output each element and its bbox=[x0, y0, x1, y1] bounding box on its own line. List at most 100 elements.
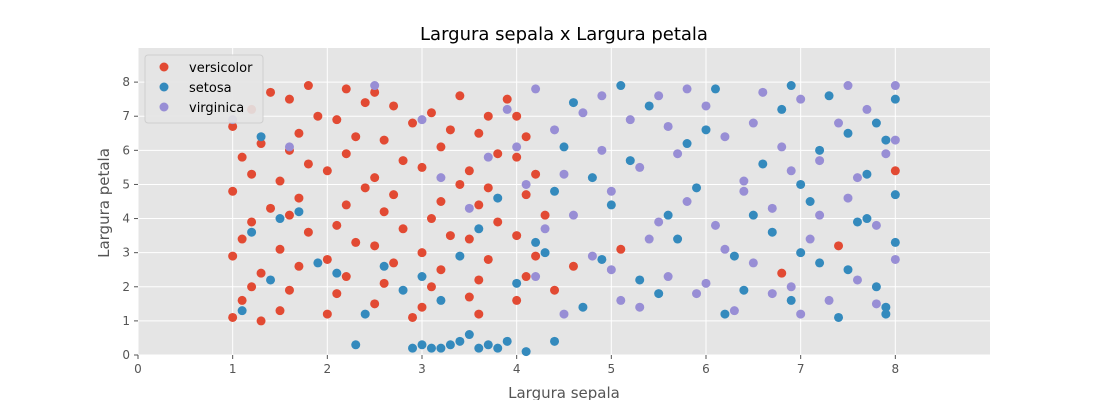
scatter-point-setosa bbox=[871, 282, 881, 292]
scatter-point-versicolor bbox=[341, 149, 351, 159]
scatter-point-setosa bbox=[578, 302, 588, 312]
scatter-point-versicolor bbox=[436, 265, 446, 275]
x-tick-label: 3 bbox=[418, 362, 426, 376]
scatter-point-versicolor bbox=[389, 101, 399, 111]
scatter-point-virginica bbox=[616, 295, 626, 305]
y-tick-label: 0 bbox=[122, 348, 130, 362]
scatter-point-setosa bbox=[635, 275, 645, 285]
scatter-point-setosa bbox=[597, 254, 607, 264]
scatter-point-versicolor bbox=[303, 227, 313, 237]
x-tick-label: 7 bbox=[797, 362, 805, 376]
scatter-point-versicolor bbox=[360, 183, 370, 193]
scatter-point-virginica bbox=[824, 295, 834, 305]
scatter-point-versicolor bbox=[426, 282, 436, 292]
scatter-point-versicolor bbox=[834, 241, 844, 251]
x-tick-label: 5 bbox=[608, 362, 616, 376]
scatter-point-setosa bbox=[502, 336, 512, 346]
data-points bbox=[228, 81, 900, 357]
scatter-point-versicolor bbox=[228, 251, 238, 261]
scatter-point-setosa bbox=[881, 309, 891, 319]
scatter-point-setosa bbox=[550, 186, 560, 196]
scatter-point-virginica bbox=[692, 289, 702, 299]
scatter-point-versicolor bbox=[483, 111, 493, 121]
scatter-point-virginica bbox=[786, 166, 796, 176]
x-tick-label: 6 bbox=[702, 362, 710, 376]
scatter-point-virginica bbox=[739, 186, 749, 196]
scatter-point-setosa bbox=[758, 159, 768, 169]
scatter-point-versicolor bbox=[332, 115, 342, 125]
scatter-point-versicolor bbox=[474, 128, 484, 138]
scatter-point-setosa bbox=[852, 217, 862, 227]
scatter-point-versicolor bbox=[256, 316, 266, 326]
scatter-point-setosa bbox=[815, 145, 825, 155]
scatter-point-virginica bbox=[748, 258, 758, 268]
scatter-point-virginica bbox=[578, 108, 588, 118]
scatter-point-versicolor bbox=[247, 217, 257, 227]
scatter-point-versicolor bbox=[398, 224, 408, 234]
scatter-point-setosa bbox=[587, 173, 597, 183]
scatter-point-versicolor bbox=[540, 210, 550, 220]
scatter-point-setosa bbox=[796, 179, 806, 189]
scatter-point-setosa bbox=[464, 330, 474, 340]
scatter-point-virginica bbox=[635, 302, 645, 312]
scatter-point-versicolor bbox=[228, 312, 238, 322]
scatter-point-virginica bbox=[284, 142, 294, 152]
scatter-point-setosa bbox=[805, 197, 815, 206]
scatter-point-versicolor bbox=[351, 132, 361, 142]
scatter-point-versicolor bbox=[483, 254, 493, 264]
scatter-point-versicolor bbox=[464, 234, 474, 244]
scatter-point-versicolor bbox=[294, 193, 304, 203]
scatter-point-virginica bbox=[635, 162, 645, 172]
scatter-point-virginica bbox=[682, 197, 692, 206]
scatter-point-versicolor bbox=[445, 231, 455, 241]
scatter-point-setosa bbox=[531, 237, 541, 247]
scatter-point-setosa bbox=[351, 340, 361, 350]
scatter-point-virginica bbox=[606, 186, 616, 196]
scatter-point-virginica bbox=[531, 84, 541, 94]
scatter-point-virginica bbox=[483, 152, 493, 162]
scatter-point-versicolor bbox=[493, 217, 503, 227]
scatter-point-versicolor bbox=[426, 214, 436, 224]
scatter-point-virginica bbox=[654, 217, 664, 227]
scatter-point-setosa bbox=[493, 193, 503, 203]
scatter-point-versicolor bbox=[379, 207, 389, 217]
scatter-point-setosa bbox=[890, 190, 900, 200]
scatter-point-virginica bbox=[871, 299, 881, 309]
scatter-point-setosa bbox=[824, 91, 834, 101]
scatter-point-setosa bbox=[815, 258, 825, 268]
scatter-point-setosa bbox=[834, 312, 844, 322]
scatter-point-virginica bbox=[597, 91, 607, 101]
scatter-point-versicolor bbox=[247, 169, 257, 179]
scatter-point-setosa bbox=[436, 343, 446, 353]
x-tick-label: 8 bbox=[892, 362, 900, 376]
scatter-point-versicolor bbox=[284, 94, 294, 104]
scatter-point-versicolor bbox=[322, 254, 332, 264]
scatter-point-setosa bbox=[710, 84, 720, 94]
scatter-point-setosa bbox=[767, 227, 777, 237]
scatter-point-versicolor bbox=[417, 162, 427, 172]
scatter-point-versicolor bbox=[237, 295, 247, 305]
scatter-point-versicolor bbox=[284, 210, 294, 220]
scatter-point-setosa bbox=[881, 135, 891, 145]
y-tick-label: 8 bbox=[122, 75, 130, 89]
scatter-point-versicolor bbox=[521, 132, 531, 142]
scatter-point-setosa bbox=[247, 227, 257, 237]
scatter-point-virginica bbox=[550, 125, 560, 135]
scatter-point-versicolor bbox=[890, 166, 900, 176]
y-tick-label: 6 bbox=[122, 143, 130, 157]
scatter-point-versicolor bbox=[275, 244, 285, 254]
scatter-point-virginica bbox=[805, 234, 815, 244]
scatter-point-versicolor bbox=[266, 203, 276, 213]
scatter-point-virginica bbox=[881, 149, 891, 159]
scatter-point-setosa bbox=[644, 101, 654, 111]
scatter-point-virginica bbox=[767, 203, 777, 213]
scatter-point-versicolor bbox=[445, 125, 455, 135]
scatter-point-virginica bbox=[663, 272, 673, 282]
y-tick-label: 7 bbox=[122, 109, 130, 123]
scatter-point-setosa bbox=[729, 251, 739, 261]
scatter-point-setosa bbox=[701, 125, 711, 135]
scatter-point-versicolor bbox=[370, 241, 380, 251]
scatter-point-setosa bbox=[692, 183, 702, 193]
scatter-point-versicolor bbox=[341, 272, 351, 282]
scatter-point-virginica bbox=[417, 115, 427, 125]
